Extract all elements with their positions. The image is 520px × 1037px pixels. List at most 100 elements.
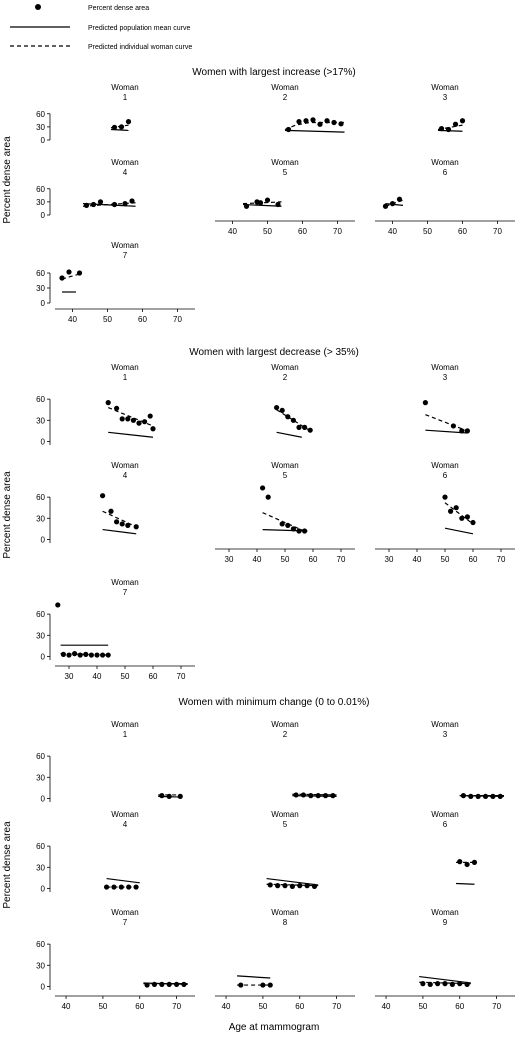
data-point — [260, 485, 266, 491]
data-point — [265, 494, 271, 500]
x-tick-label: 30 — [225, 555, 234, 564]
data-point — [136, 420, 142, 426]
data-point — [114, 405, 120, 411]
panel-title-number: 7 — [123, 251, 128, 260]
x-tick-label: 60 — [458, 227, 467, 236]
predicted-population-line — [292, 795, 337, 797]
data-point — [125, 416, 131, 422]
data-point — [464, 514, 470, 520]
data-point — [125, 522, 131, 528]
data-point — [279, 407, 285, 414]
data-point — [308, 793, 314, 799]
y-tick-label: 30 — [36, 961, 45, 970]
panel-title-prefix: Woman — [271, 158, 298, 167]
predicted-individual-line — [444, 502, 474, 525]
predicted-population-line — [237, 975, 271, 979]
data-point — [475, 793, 481, 799]
x-tick-label: 40 — [388, 227, 397, 236]
x-tick-label: 70 — [333, 227, 342, 236]
data-point — [470, 519, 476, 526]
data-point — [267, 882, 273, 888]
data-point — [173, 981, 180, 987]
data-point — [144, 982, 150, 988]
data-point — [389, 201, 396, 207]
data-point — [307, 427, 313, 433]
x-tick-label: 40 — [62, 1002, 71, 1011]
legend-solid-label: Predicted population mean curve — [88, 25, 190, 32]
y-tick-label: 0 — [41, 535, 46, 544]
x-tick-label: 60 — [295, 1002, 304, 1011]
predicted-population-line — [108, 431, 154, 438]
panel-title-number: 6 — [443, 168, 448, 177]
y-tick-label: 30 — [36, 773, 45, 782]
data-point — [260, 982, 266, 988]
data-point — [77, 652, 83, 658]
data-point — [304, 883, 310, 889]
panel-title-prefix: Woman — [431, 83, 458, 92]
panel-title-prefix: Woman — [271, 461, 298, 470]
data-point — [60, 651, 66, 657]
y-tick-label: 0 — [41, 982, 46, 991]
predicted-population-line — [444, 527, 474, 535]
panel-title-number: 6 — [443, 471, 448, 480]
predicted-population-line — [419, 975, 471, 984]
data-point — [289, 883, 295, 889]
data-point — [427, 981, 433, 987]
data-point — [442, 981, 448, 987]
data-point — [181, 981, 187, 987]
predicted-population-line — [456, 882, 475, 885]
data-point — [59, 275, 65, 281]
data-point — [471, 859, 478, 865]
y-tick-label: 0 — [41, 211, 46, 220]
data-point — [166, 981, 172, 987]
data-point — [105, 400, 111, 406]
y-axis-label: Percent dense area — [2, 136, 13, 224]
panel-title-prefix: Woman — [111, 83, 138, 92]
data-point — [76, 270, 83, 276]
data-point — [111, 124, 118, 130]
panel-title-prefix: Woman — [271, 908, 298, 917]
panel-title-prefix: Woman — [431, 810, 458, 819]
x-tick-label: 40 — [253, 555, 262, 564]
x-tick-label: 50 — [418, 1002, 427, 1011]
predicted-population-line — [276, 431, 302, 438]
panel-title-prefix: Woman — [111, 578, 138, 587]
figure-minimum-change: Women with minimum change (0 to 0.01%) P… — [2, 697, 515, 1033]
x-tick-label: 50 — [441, 555, 450, 564]
y-tick-label: 60 — [36, 269, 45, 278]
data-point — [100, 493, 106, 499]
panel-title-number: 4 — [123, 820, 128, 829]
data-point — [119, 416, 125, 422]
panel-title-prefix: Woman — [111, 461, 138, 470]
data-point — [464, 861, 470, 868]
data-point — [130, 417, 136, 423]
legend: Percent dense area Predicted population … — [10, 4, 192, 51]
data-point — [285, 522, 291, 528]
data-point — [243, 203, 250, 209]
data-point — [303, 118, 309, 124]
y-tick-label: 30 — [36, 631, 45, 640]
y-tick-label: 30 — [36, 416, 45, 425]
data-point — [450, 423, 456, 429]
data-point — [420, 981, 426, 987]
data-point — [296, 424, 302, 430]
data-point — [274, 404, 280, 411]
data-point — [315, 793, 321, 799]
data-point — [331, 119, 337, 126]
data-point — [302, 528, 308, 534]
figure-decrease: Women with largest decrease (> 35%) Perc… — [2, 347, 515, 681]
y-tick-label: 0 — [41, 299, 46, 308]
data-point — [94, 652, 100, 658]
data-point — [97, 199, 104, 205]
panel-title-number: 3 — [443, 93, 448, 102]
x-axis-label: Age at mammogram — [229, 1022, 320, 1033]
data-point — [290, 526, 296, 532]
y-tick-label: 60 — [36, 842, 45, 851]
y-tick-label: 30 — [36, 123, 45, 132]
data-point — [267, 982, 273, 988]
